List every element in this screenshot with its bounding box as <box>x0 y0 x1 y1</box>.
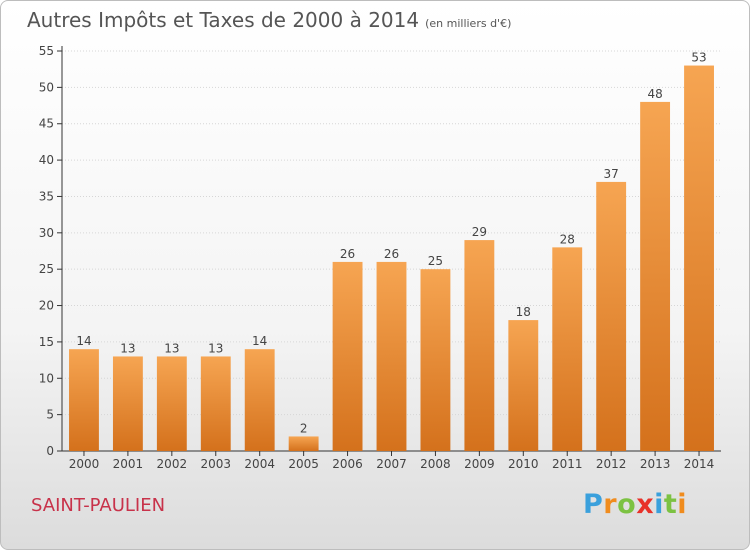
bar <box>288 436 319 451</box>
data-label: 48 <box>647 87 662 101</box>
logo-letter: r <box>603 489 618 520</box>
logo-letter: o <box>617 489 637 520</box>
chart-title: Autres Impôts et Taxes de 2000 à 2014 (en… <box>27 8 511 32</box>
logo-letter: i <box>654 489 664 520</box>
x-tick-label: 2009 <box>464 457 495 471</box>
commune-name: SAINT-PAULIEN <box>31 495 166 516</box>
x-tick-label: 2008 <box>420 457 451 471</box>
x-tick-label: 2010 <box>508 457 539 471</box>
bar <box>464 240 495 451</box>
x-tick-label: 2005 <box>288 457 319 471</box>
y-tick-label: 40 <box>39 153 54 167</box>
x-tick-label: 2014 <box>684 457 715 471</box>
bar <box>596 181 627 451</box>
data-label: 26 <box>340 247 355 261</box>
x-tick-label: 2001 <box>113 457 144 471</box>
y-tick-label: 50 <box>39 80 54 94</box>
bar <box>244 349 275 451</box>
y-tick-label: 20 <box>39 299 54 313</box>
x-tick-label: 2012 <box>596 457 627 471</box>
y-tick-label: 30 <box>39 226 54 240</box>
y-tick-label: 45 <box>39 117 54 131</box>
y-tick-label: 0 <box>46 444 54 458</box>
data-label: 53 <box>691 51 706 65</box>
x-tick-label: 2004 <box>244 457 275 471</box>
x-tick-label: 2007 <box>376 457 407 471</box>
y-tick-label: 15 <box>39 335 54 349</box>
x-tick-label: 2000 <box>69 457 100 471</box>
bar <box>112 356 143 451</box>
data-label: 18 <box>516 305 531 319</box>
bar <box>156 356 187 451</box>
data-label: 2 <box>300 421 308 435</box>
data-label: 13 <box>120 341 135 355</box>
x-tick-label: 2003 <box>200 457 231 471</box>
data-label: 28 <box>560 232 575 246</box>
logo-letter: x <box>636 489 655 520</box>
y-tick-label: 5 <box>46 408 54 422</box>
y-tick-label: 55 <box>39 44 54 58</box>
bar <box>69 349 99 451</box>
data-label: 25 <box>428 254 443 268</box>
data-label: 14 <box>76 334 91 348</box>
data-label: 14 <box>252 334 267 348</box>
logo-letter: t <box>663 489 678 520</box>
x-tick-label: 2002 <box>157 457 188 471</box>
chart-subtitle: (en milliers d'€) <box>425 17 512 30</box>
bar <box>376 261 407 451</box>
x-tick-label: 2006 <box>332 457 363 471</box>
logo-letter: P <box>583 489 604 520</box>
data-label: 37 <box>604 167 619 181</box>
data-label: 13 <box>164 341 179 355</box>
proxiti-logo: Proxiti <box>583 489 687 520</box>
x-tick-label: 2013 <box>640 457 671 471</box>
bar <box>332 261 363 451</box>
bar <box>508 320 539 451</box>
logo-letter: i <box>677 489 688 520</box>
data-label: 29 <box>472 225 487 239</box>
data-label: 26 <box>384 247 399 261</box>
y-tick-label: 10 <box>39 371 54 385</box>
x-tick-label: 2011 <box>552 457 583 471</box>
bar <box>420 269 451 451</box>
bar <box>640 101 671 451</box>
chart-title-text: Autres Impôts et Taxes de 2000 à 2014 <box>27 8 420 32</box>
data-label: 13 <box>208 341 223 355</box>
bar <box>200 356 231 451</box>
bar <box>684 65 714 451</box>
y-tick-label: 25 <box>39 262 54 276</box>
y-tick-label: 35 <box>39 189 54 203</box>
bar <box>552 247 583 451</box>
